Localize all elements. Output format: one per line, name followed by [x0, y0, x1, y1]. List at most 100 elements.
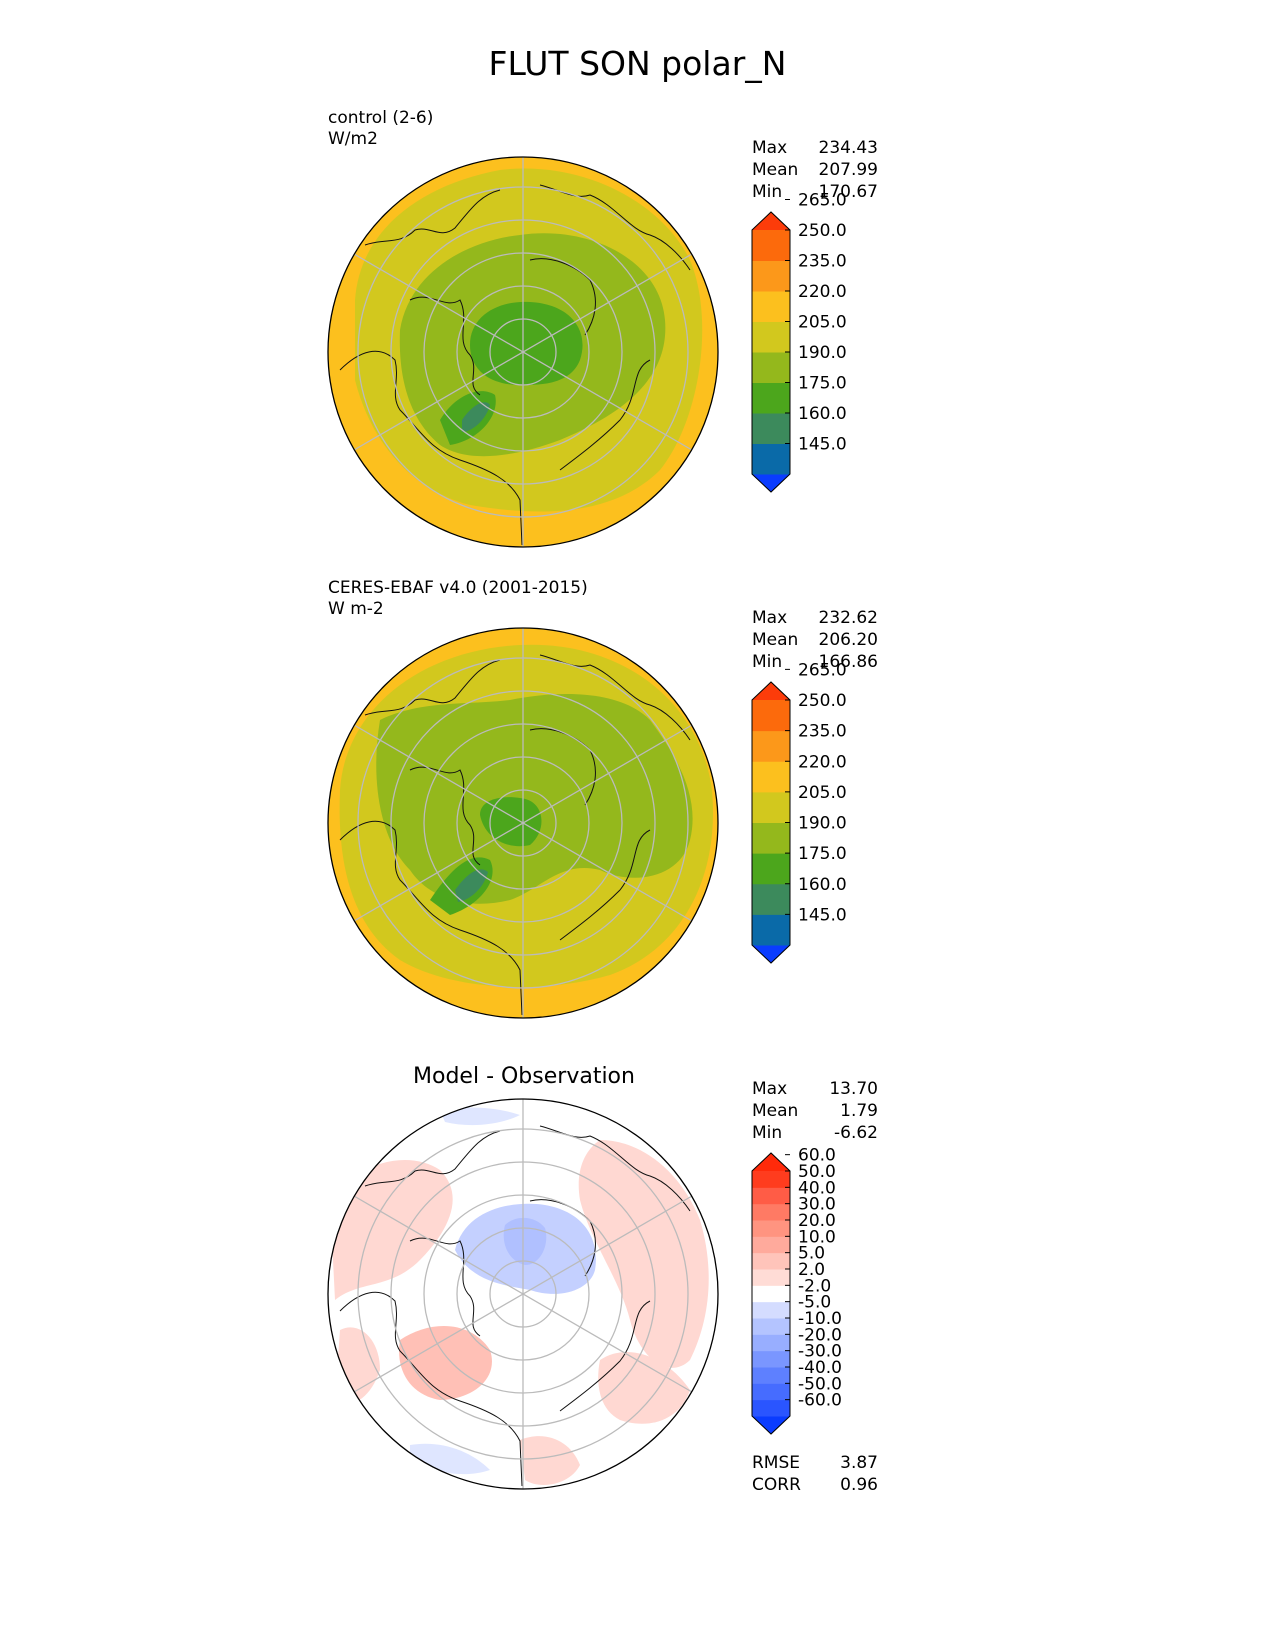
map-field-band: [440, 1107, 520, 1126]
panel3-stats: Max 13.70 Mean 1.79 Min -6.62: [752, 1078, 878, 1144]
panel1-label: control (2-6) W/m2: [328, 108, 433, 150]
stat-value: 232.62: [818, 608, 878, 628]
map-field-band: [376, 694, 693, 904]
colorbar-tick-label: 30.0: [798, 1195, 836, 1215]
meridian: [353, 253, 693, 451]
colorbar-tick-label: -30.0: [798, 1342, 842, 1362]
colorbar-tick-label: 60.0: [798, 1146, 836, 1166]
colorbar-bin: [752, 321, 790, 353]
stat-label: Max: [752, 138, 788, 158]
colorbar-extend-max: [752, 212, 790, 230]
colorbar-tick-label: -10.0: [798, 1309, 842, 1329]
colorbar-bin: [752, 1367, 790, 1384]
coastline: [339, 820, 523, 1016]
colorbar-tick-label: 220.0: [798, 752, 847, 772]
colorbar-tick-label: -50.0: [798, 1374, 842, 1394]
colorbar-outline: [751, 681, 791, 964]
colorbar-tick-label: 190.0: [798, 343, 847, 363]
colorbar-bin: [752, 1318, 790, 1335]
colorbar-tick-label: 235.0: [798, 252, 847, 272]
colorbar-bin: [752, 382, 790, 414]
colorbar-extend-min: [752, 474, 790, 492]
colorbar-tick-label: 40.0: [798, 1178, 836, 1198]
panel3-metrics: RMSE 3.87 CORR 0.96: [752, 1452, 878, 1496]
colorbar-bin: [752, 730, 790, 762]
coastline: [559, 359, 651, 471]
panel2-label-line1: CERES-EBAF v4.0 (2001-2015): [328, 578, 588, 598]
colorbar-bin: [752, 1350, 790, 1368]
colorbar-difference: -60.0-50.0-40.0-30.0-20.0-10.0-5.0-2.02.…: [751, 1146, 842, 1435]
colorbar-bin: [752, 352, 790, 383]
coastline: [409, 296, 481, 396]
colorbar-reference: 145.0 160.0 175.0 190.0 205.0 220.0 235.0 250.0…: [751, 660, 847, 964]
colorbar-outline: [751, 1152, 791, 1435]
colorbar-tick-label: -20.0: [798, 1325, 842, 1345]
stat-value: 166.86: [818, 652, 878, 672]
panel3-title: Model - Observation: [413, 1064, 635, 1089]
colorbar-tick-label: -2.0: [798, 1276, 831, 1296]
map-control: [327, 156, 719, 548]
map-field-band: [480, 797, 542, 847]
colorbar-extend-min: [752, 1416, 790, 1434]
colorbar-tick-label: 190.0: [798, 814, 847, 834]
colorbar-tick-label: 2.0: [798, 1260, 825, 1280]
map-field-band: [578, 1140, 709, 1368]
colorbar-tick-label: 160.0: [798, 404, 847, 424]
stat-value: 13.70: [829, 1079, 878, 1099]
colorbar-bin: [752, 1220, 790, 1237]
colorbar-extend-max: [752, 682, 790, 700]
colorbar-tick-label: 50.0: [798, 1162, 836, 1182]
panel1-label-line1: control (2-6): [328, 108, 434, 128]
coastline: [559, 1300, 651, 1412]
map-field-band: [520, 1436, 580, 1485]
colorbar-tick-label: 265.0: [798, 660, 847, 680]
colorbar-bin: [752, 260, 790, 292]
map-field-band: [455, 869, 488, 902]
graticule: [353, 1099, 693, 1489]
colorbar-extend-max: [752, 1153, 790, 1171]
stat-label: Mean: [752, 1101, 799, 1121]
graticule: [353, 157, 693, 547]
stat-value: 207.99: [818, 160, 878, 180]
colorbar-bin: [752, 1203, 790, 1221]
map-field-band: [399, 1326, 492, 1400]
map-boundary: [327, 156, 719, 548]
stat-label: Max: [752, 608, 788, 628]
stat-label: Min: [752, 182, 783, 202]
colorbar-bin: [752, 914, 790, 946]
stat-value: 170.67: [818, 182, 878, 202]
colorbar-bin: [752, 1383, 790, 1401]
stat-label: Min: [752, 1123, 783, 1143]
coastline: [339, 350, 523, 546]
stat-label: Max: [752, 1079, 788, 1099]
graticule: [353, 628, 693, 1018]
coastline: [339, 1291, 523, 1487]
colorbar-bin: [752, 1252, 790, 1270]
meridian: [353, 724, 693, 922]
colorbar-tick-label: -5.0: [798, 1293, 831, 1313]
coastline: [559, 829, 651, 941]
colorbar-tick-label: 20.0: [798, 1211, 836, 1231]
map-boundary: [327, 1098, 719, 1490]
stat-value: 1.79: [840, 1101, 878, 1121]
metric-label: RMSE: [752, 1453, 801, 1473]
colorbar-bin: [752, 1399, 790, 1417]
colorbar-bin: [752, 853, 790, 885]
colorbar-control: 145.0 160.0 175.0 190.0 205.0 220.0 235.0 250.0…: [751, 191, 847, 493]
map-field-band: [462, 402, 490, 432]
panel2-label-line2: W m-2: [328, 599, 384, 619]
colorbar-tick-label: 265.0: [798, 191, 847, 211]
colorbar-tick-label: 175.0: [798, 844, 847, 864]
colorbar-bin: [752, 291, 790, 322]
meridian: [353, 1195, 693, 1393]
colorbar-tick-label: -40.0: [798, 1358, 842, 1378]
colorbar-bin: [752, 1269, 790, 1286]
colorbar-bin: [752, 822, 790, 854]
colorbar-tick-label: 250.0: [798, 691, 847, 711]
stat-value: 206.20: [818, 630, 878, 650]
panel2-label: CERES-EBAF v4.0 (2001-2015) W m-2: [328, 578, 588, 620]
colorbar-bin: [752, 761, 790, 793]
colorbar-tick-label: 10.0: [798, 1227, 836, 1247]
colorbar-tick-label: 205.0: [798, 783, 847, 803]
